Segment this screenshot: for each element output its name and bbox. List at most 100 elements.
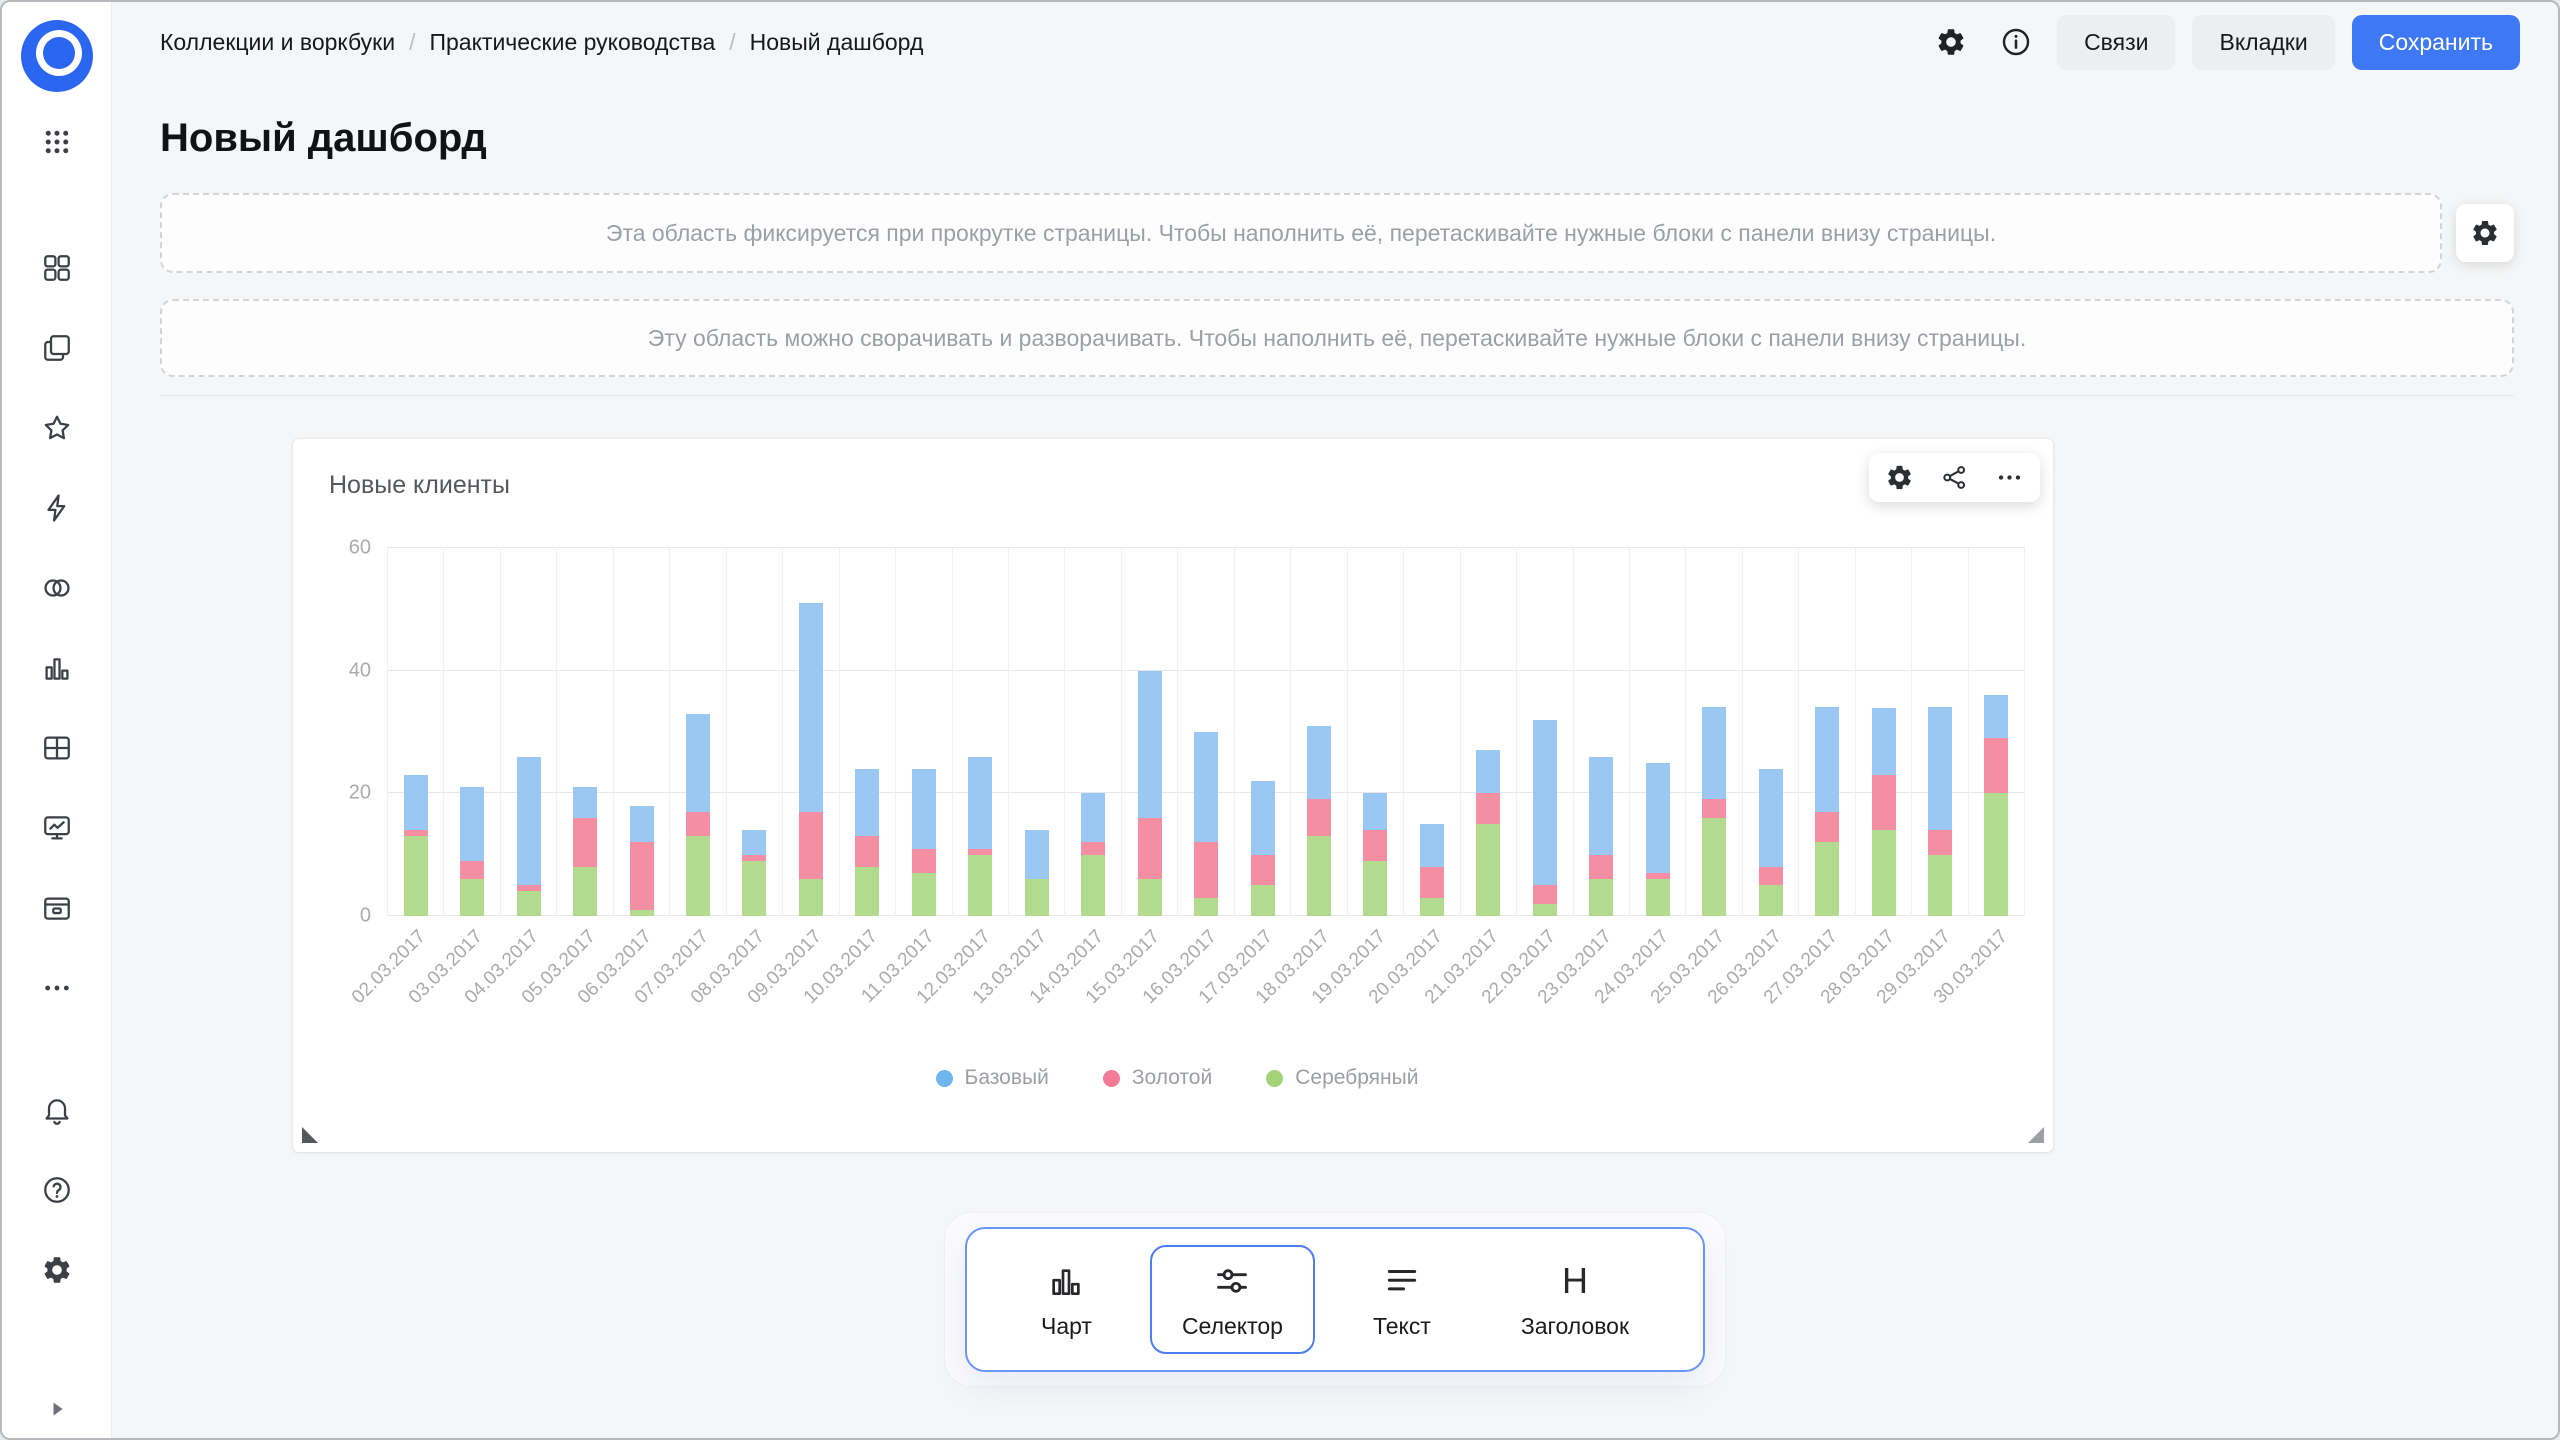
widget-more-button[interactable] xyxy=(1995,463,2024,492)
datalens-logo[interactable] xyxy=(20,20,93,92)
bar-segment-gold[interactable] xyxy=(1419,866,1444,898)
bar-segment-silver[interactable] xyxy=(968,854,993,916)
stacked-bar[interactable] xyxy=(1871,548,1896,916)
stacked-bar[interactable] xyxy=(1984,548,2009,916)
bar-segment-base[interactable] xyxy=(1081,793,1106,843)
bar-segment-silver[interactable] xyxy=(742,860,767,916)
sidebar-settings-button[interactable] xyxy=(31,1244,83,1296)
fixed-area-settings-button[interactable] xyxy=(2456,204,2514,262)
bar-segment-base[interactable] xyxy=(1589,756,1614,855)
bar-segment-silver[interactable] xyxy=(1758,885,1783,916)
bar-segment-gold[interactable] xyxy=(1194,842,1219,898)
header-info-button[interactable] xyxy=(1992,18,2040,66)
bar-segment-gold[interactable] xyxy=(516,885,541,892)
bar-segment-gold[interactable] xyxy=(1532,885,1557,904)
stacked-bar[interactable] xyxy=(1532,548,1557,916)
bar-segment-silver[interactable] xyxy=(798,879,823,916)
sidebar-item-quick-actions[interactable] xyxy=(31,482,83,534)
bar-segment-gold[interactable] xyxy=(1476,793,1501,824)
bar-segment-silver[interactable] xyxy=(1306,836,1331,916)
bar-segment-gold[interactable] xyxy=(1871,774,1896,831)
palette-item-text[interactable]: Текст xyxy=(1341,1245,1463,1354)
header-settings-button[interactable] xyxy=(1927,18,1975,66)
bar-segment-gold[interactable] xyxy=(460,860,485,880)
bar-segment-silver[interactable] xyxy=(516,891,541,916)
stacked-bar[interactable] xyxy=(742,548,767,916)
bar-segment-silver[interactable] xyxy=(460,879,485,916)
palette-item-chart[interactable]: Чарт xyxy=(1009,1245,1124,1354)
bar-segment-silver[interactable] xyxy=(1927,854,1952,916)
bar-segment-base[interactable] xyxy=(403,774,428,831)
bar-segment-silver[interactable] xyxy=(403,836,428,916)
bar-segment-base[interactable] xyxy=(1194,732,1219,843)
bar-segment-gold[interactable] xyxy=(968,848,993,855)
bar-segment-gold[interactable] xyxy=(1137,817,1162,880)
widget-links-button[interactable] xyxy=(1940,463,1969,492)
sidebar-item-widgets[interactable] xyxy=(31,242,83,294)
bar-segment-base[interactable] xyxy=(685,713,710,812)
bar-segment-silver[interactable] xyxy=(1024,879,1049,916)
sidebar-item-dashboards[interactable] xyxy=(31,802,83,854)
sidebar-item-workbooks[interactable] xyxy=(31,322,83,374)
sidebar-item-charts[interactable] xyxy=(31,642,83,694)
sidebar-item-connections[interactable] xyxy=(31,562,83,614)
bar-segment-silver[interactable] xyxy=(629,909,654,916)
bar-segment-base[interactable] xyxy=(1363,793,1388,831)
bar-segment-silver[interactable] xyxy=(573,866,598,916)
help-button[interactable] xyxy=(31,1164,83,1216)
stacked-bar[interactable] xyxy=(1194,548,1219,916)
palette-item-heading[interactable]: H Заголовок xyxy=(1489,1245,1661,1354)
bar-segment-base[interactable] xyxy=(742,830,767,855)
stacked-bar[interactable] xyxy=(1589,548,1614,916)
fixed-area-placeholder[interactable]: Эта область фиксируется при прокрутке ст… xyxy=(160,193,2442,273)
resize-handle-bottom-right[interactable] xyxy=(2028,1127,2044,1143)
bar-segment-gold[interactable] xyxy=(629,842,654,910)
bar-segment-gold[interactable] xyxy=(855,836,880,867)
legend-item-silver[interactable]: Серебряный xyxy=(1266,1066,1418,1090)
bar-segment-base[interactable] xyxy=(573,787,598,818)
bar-segment-silver[interactable] xyxy=(855,866,880,916)
bar-segment-gold[interactable] xyxy=(1984,738,2009,794)
sidebar-item-favorites[interactable] xyxy=(31,402,83,454)
stacked-bar[interactable] xyxy=(1081,548,1106,916)
breadcrumb-collections[interactable]: Коллекции и воркбуки xyxy=(160,28,396,55)
stacked-bar[interactable] xyxy=(1476,548,1501,916)
bar-segment-silver[interactable] xyxy=(1589,879,1614,916)
stacked-bar[interactable] xyxy=(1363,548,1388,916)
stacked-bar[interactable] xyxy=(1815,548,1840,916)
bar-segment-base[interactable] xyxy=(1532,719,1557,886)
stacked-bar[interactable] xyxy=(911,548,936,916)
bar-segment-silver[interactable] xyxy=(1984,793,2009,916)
apps-grid-icon[interactable] xyxy=(31,116,83,168)
stacked-bar[interactable] xyxy=(1024,548,1049,916)
sidebar-item-storage[interactable] xyxy=(31,882,83,934)
bar-segment-base[interactable] xyxy=(968,756,993,849)
bar-segment-silver[interactable] xyxy=(685,836,710,916)
stacked-bar[interactable] xyxy=(1702,548,1727,916)
bar-segment-silver[interactable] xyxy=(1363,860,1388,916)
sidebar-item-more[interactable] xyxy=(31,962,83,1014)
bar-segment-gold[interactable] xyxy=(1250,854,1275,886)
bar-segment-gold[interactable] xyxy=(403,830,428,837)
legend-item-base[interactable]: Базовый xyxy=(935,1066,1049,1090)
stacked-bar[interactable] xyxy=(516,548,541,916)
tabs-button[interactable]: Вкладки xyxy=(2192,14,2335,70)
bar-segment-silver[interactable] xyxy=(1137,879,1162,916)
bar-segment-base[interactable] xyxy=(1645,762,1670,874)
bar-segment-silver[interactable] xyxy=(1702,817,1727,916)
relations-button[interactable]: Связи xyxy=(2057,14,2176,70)
bar-segment-gold[interactable] xyxy=(1927,830,1952,855)
notifications-button[interactable] xyxy=(31,1084,83,1136)
stacked-bar[interactable] xyxy=(629,548,654,916)
collapsible-area-placeholder[interactable]: Эту область можно сворачивать и разворач… xyxy=(160,299,2514,377)
bar-segment-base[interactable] xyxy=(1024,830,1049,880)
bar-segment-base[interactable] xyxy=(1984,695,2009,739)
bar-segment-base[interactable] xyxy=(516,756,541,886)
stacked-bar[interactable] xyxy=(685,548,710,916)
bar-segment-base[interactable] xyxy=(629,805,654,843)
save-button[interactable]: Сохранить xyxy=(2351,14,2520,70)
stacked-bar[interactable] xyxy=(968,548,993,916)
bar-segment-base[interactable] xyxy=(1137,670,1162,818)
bar-segment-base[interactable] xyxy=(855,768,880,837)
bar-segment-silver[interactable] xyxy=(1419,897,1444,916)
